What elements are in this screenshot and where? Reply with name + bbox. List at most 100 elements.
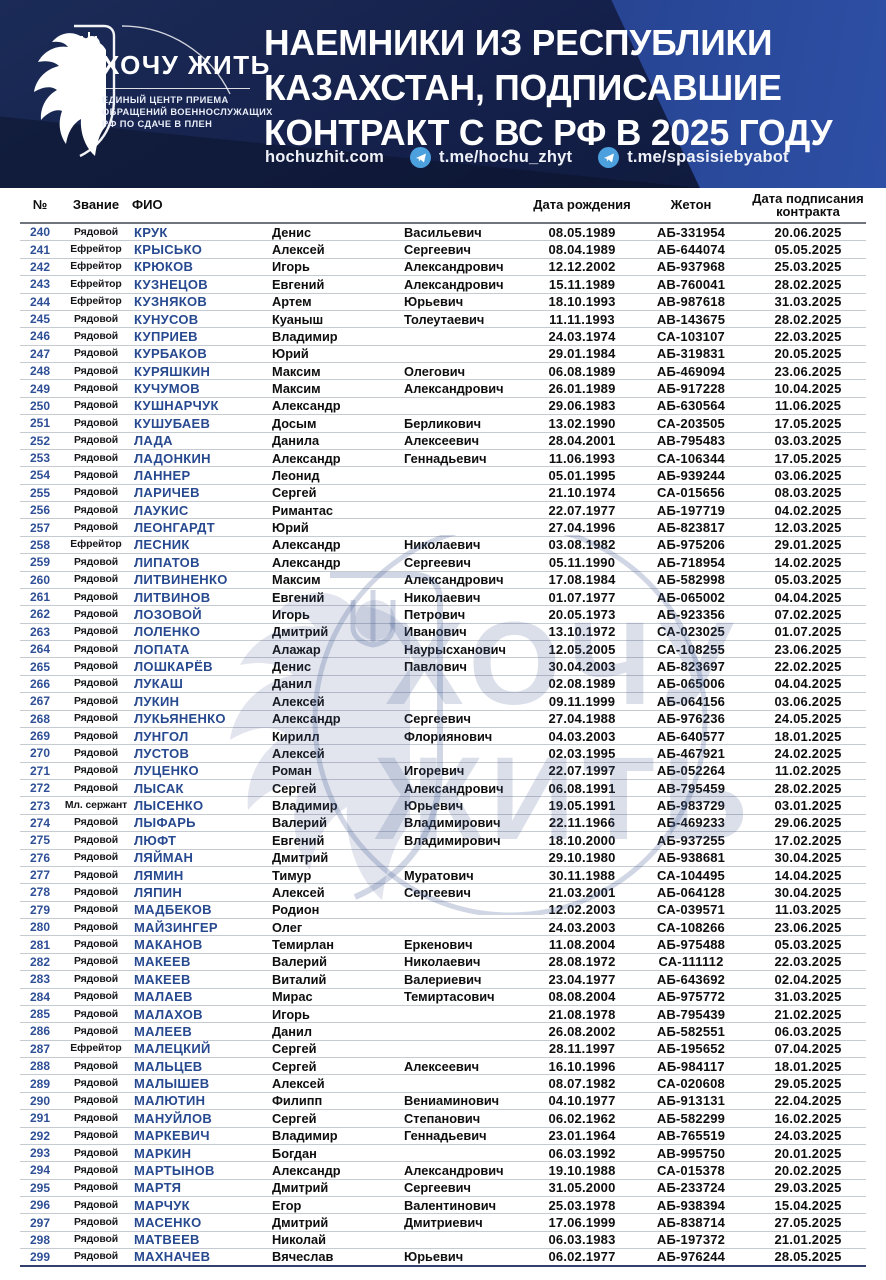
row-contract-date: 21.01.2025 bbox=[774, 1232, 842, 1248]
row-token: АБ-197719 bbox=[656, 502, 726, 518]
row-surname: КУНУСОВ bbox=[134, 311, 199, 327]
row-token: СА-015378 bbox=[657, 1162, 725, 1178]
row-rank: Рядовой bbox=[73, 747, 119, 759]
table-row: 277 Рядовой ЛЯМИН Тимур Муратович 30.11.… bbox=[20, 867, 866, 885]
row-birth-date: 09.11.1999 bbox=[548, 693, 616, 709]
row-contract-date: 02.04.2025 bbox=[774, 971, 842, 987]
telegram-link-1[interactable]: t.me/hochu_zhyt bbox=[410, 147, 572, 168]
row-surname: КРЮКОВ bbox=[134, 259, 194, 275]
row-patronymic: Николаевич bbox=[404, 537, 481, 553]
row-rank: Рядовой bbox=[73, 383, 119, 395]
row-patronymic: Геннадьевич bbox=[404, 450, 487, 466]
row-birth-date: 30.04.2003 bbox=[548, 659, 616, 675]
row-contract-date: 27.05.2025 bbox=[774, 1215, 842, 1231]
row-contract-date: 23.06.2025 bbox=[774, 641, 842, 657]
row-birth-date: 06.08.1991 bbox=[548, 780, 616, 796]
table-row: 267 Рядовой ЛУКИН Алексей 09.11.1999 АБ-… bbox=[20, 693, 866, 711]
row-rank: Рядовой bbox=[73, 1130, 119, 1142]
row-birth-date: 06.02.1962 bbox=[548, 1110, 616, 1126]
row-surname: КУШНАРЧУК bbox=[134, 398, 219, 414]
row-surname: МАРКЕВИЧ bbox=[134, 1128, 210, 1144]
row-surname: МАЛЕЕВ bbox=[134, 1023, 193, 1039]
row-token: АБ-976244 bbox=[656, 1249, 726, 1265]
dove-shield-icon bbox=[34, 24, 231, 158]
table-row: 278 Рядовой ЛЯПИН Алексей Сергеевич 21.0… bbox=[20, 884, 866, 902]
row-rank: Рядовой bbox=[73, 522, 119, 534]
row-contract-date: 17.02.2025 bbox=[774, 832, 842, 848]
row-contract-date: 20.01.2025 bbox=[774, 1145, 842, 1161]
table-row: 246 Рядовой КУПРИЕВ Владимир 24.03.1974 … bbox=[20, 328, 866, 346]
row-contract-date: 18.01.2025 bbox=[774, 1058, 842, 1074]
row-contract-date: 05.05.2025 bbox=[774, 242, 842, 258]
row-token: АБ-331954 bbox=[656, 224, 726, 240]
row-contract-date: 20.06.2025 bbox=[774, 224, 842, 240]
row-patronymic: Юрьевич bbox=[404, 1249, 464, 1265]
row-patronymic: Александрович bbox=[404, 1162, 504, 1178]
telegram-link-2[interactable]: t.me/spasisiebyabot bbox=[598, 147, 789, 168]
row-birth-date: 28.04.2001 bbox=[548, 433, 616, 449]
row-rank: Рядовой bbox=[73, 834, 119, 846]
row-number: 243 bbox=[29, 277, 51, 292]
row-birth-date: 13.02.1990 bbox=[548, 415, 616, 431]
row-contract-date: 31.03.2025 bbox=[774, 989, 842, 1005]
row-rank: Рядовой bbox=[73, 956, 119, 968]
row-number: 257 bbox=[29, 520, 51, 535]
row-token: АБ-983729 bbox=[656, 798, 726, 814]
row-rank: Рядовой bbox=[73, 1199, 119, 1211]
website-link-label: hochuzhit.com bbox=[265, 148, 385, 166]
row-surname: КРЫСЬКО bbox=[134, 242, 203, 258]
row-surname: ЛИТВИНЕНКО bbox=[134, 572, 228, 588]
row-number: 291 bbox=[29, 1111, 51, 1126]
row-surname: МАЛЬЦЕВ bbox=[134, 1058, 203, 1074]
row-number: 241 bbox=[29, 242, 51, 257]
row-patronymic: Александрович bbox=[404, 572, 504, 588]
row-surname: ЛОЛЕНКО bbox=[134, 624, 201, 640]
row-number: 280 bbox=[29, 920, 51, 935]
row-first-name: Сергей bbox=[272, 1110, 317, 1126]
row-contract-date: 20.05.2025 bbox=[774, 346, 842, 362]
row-patronymic: Сергеевич bbox=[404, 554, 471, 570]
row-number: 299 bbox=[29, 1249, 51, 1264]
row-rank: Рядовой bbox=[73, 869, 119, 881]
title-line: КАЗАХСТАН, ПОДПИСАВШИЕ bbox=[264, 67, 782, 108]
row-number: 281 bbox=[29, 937, 51, 952]
row-patronymic: Юрьевич bbox=[404, 798, 464, 814]
row-surname: МАЛЫШЕВ bbox=[134, 1076, 210, 1092]
website-link[interactable]: hochuzhit.com bbox=[265, 148, 384, 167]
telegram-link-2-label: t.me/spasisiebyabot bbox=[627, 148, 789, 166]
row-contract-date: 16.02.2025 bbox=[774, 1110, 842, 1126]
table-row: 292 Рядовой МАРКЕВИЧ Владимир Геннадьеви… bbox=[20, 1128, 866, 1145]
row-first-name: Виталий bbox=[272, 971, 327, 987]
row-birth-date: 06.03.1983 bbox=[548, 1232, 616, 1248]
row-first-name: Валерий bbox=[272, 815, 327, 831]
row-number: 248 bbox=[29, 364, 51, 379]
row-token: АБ-582551 bbox=[656, 1023, 726, 1039]
row-surname: ЛОШКАРЁВ bbox=[134, 659, 213, 675]
row-birth-date: 08.04.1989 bbox=[548, 242, 616, 258]
row-token: АВ-995750 bbox=[656, 1145, 726, 1161]
table-row: 276 Рядовой ЛЯЙМАН Дмитрий 29.10.1980 АБ… bbox=[20, 850, 866, 867]
row-number: 244 bbox=[29, 294, 51, 309]
row-patronymic: Дмитриевич bbox=[404, 1215, 483, 1231]
row-token: АБ-630564 bbox=[656, 398, 726, 414]
row-contract-date: 11.03.2025 bbox=[774, 902, 842, 918]
row-rank: Рядовой bbox=[73, 991, 119, 1003]
row-surname: ЛУКЬЯНЕНКО bbox=[134, 711, 226, 727]
row-contract-date: 21.02.2025 bbox=[774, 1006, 842, 1022]
row-birth-date: 18.10.1993 bbox=[548, 294, 616, 310]
row-patronymic: Флориянович bbox=[404, 728, 493, 744]
row-number: 242 bbox=[29, 259, 51, 274]
row-first-name: Олег bbox=[272, 919, 303, 935]
row-number: 263 bbox=[29, 624, 51, 639]
row-contract-date: 17.05.2025 bbox=[774, 450, 842, 466]
title-line: КОНТРАКТ С ВС РФ В 2025 ГОДУ bbox=[264, 112, 833, 153]
row-rank: Рядовой bbox=[73, 886, 119, 898]
row-surname: ЛЯПИН bbox=[134, 884, 183, 900]
logo-title: ХОЧУ ЖИТЬ bbox=[102, 50, 271, 80]
logo-subtitle-line: ЕДИНЫЙ ЦЕНТР ПРИЕМА bbox=[102, 95, 229, 105]
row-number: 278 bbox=[29, 885, 51, 900]
row-token: АБ-065006 bbox=[656, 676, 726, 692]
row-patronymic: Муратович bbox=[404, 867, 474, 883]
table-row: 282 Рядовой МАКЕЕВ Валерий Николаевич 28… bbox=[20, 954, 866, 972]
row-first-name: Мирас bbox=[272, 989, 313, 1005]
